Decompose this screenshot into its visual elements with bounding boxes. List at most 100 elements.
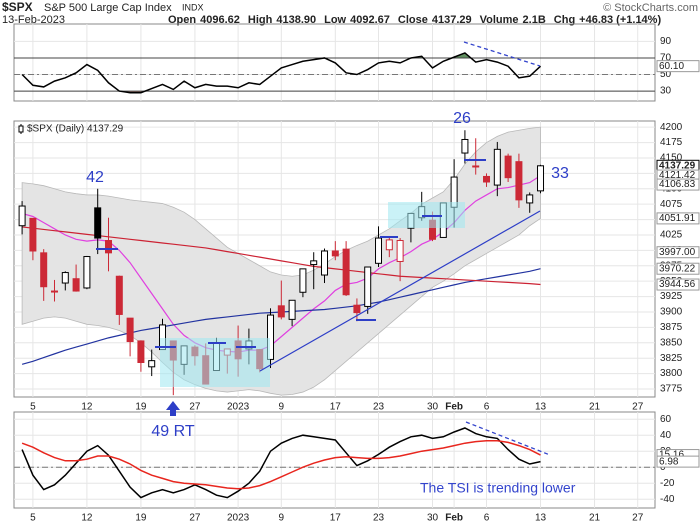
rsi-panel [13, 23, 656, 102]
date: 13-Feb-2023 [2, 14, 65, 26]
x-tick-label: 23 [373, 402, 385, 413]
y-tick-label: 4150 [660, 153, 683, 164]
candle-body [331, 250, 339, 257]
y-tick-label: 4175 [660, 137, 683, 148]
x-tick-label: 27 [632, 513, 644, 524]
arrow [166, 401, 180, 416]
candle-body [342, 248, 350, 296]
trendline [259, 210, 541, 372]
y-tick-label: 4200 [660, 122, 683, 133]
end-label-box [656, 455, 700, 468]
panel-group [14, 24, 655, 101]
annotation: 42 [86, 169, 104, 186]
note: The TSI is trending lower [420, 480, 576, 496]
annotation-shapes [96, 41, 551, 456]
quote-value: 4092.67 [350, 14, 390, 26]
data-line [21, 427, 541, 499]
candle-body [472, 165, 480, 168]
divergence-line [463, 41, 541, 67]
quote-value: 2.1B [523, 14, 546, 26]
candle-body [137, 340, 145, 363]
candle-body [526, 194, 534, 204]
x-tick-label: 9 [279, 402, 285, 413]
x-tick-label: 5 [30, 513, 36, 524]
candle-body [375, 237, 383, 264]
y-tick-label: 4075 [660, 199, 683, 210]
data-line [21, 52, 542, 94]
candle-body [461, 138, 469, 154]
x-tick-label: 23 [373, 513, 385, 524]
end-label: 4121.42 [659, 170, 696, 181]
quote-value: 4138.90 [276, 14, 316, 26]
annotation: 49 RT [151, 423, 195, 440]
x-tick-label: 21 [589, 402, 601, 413]
candle-body [537, 165, 545, 192]
panel-group [14, 412, 655, 508]
y-tick-label: 60 [660, 414, 672, 425]
x-tick-label: 30 [427, 402, 439, 413]
y-tick-label: 3875 [660, 322, 683, 333]
y-tick-label: 3850 [660, 337, 683, 348]
end-label-box [656, 262, 700, 275]
end-label: 4137.29 [659, 160, 696, 171]
candle-body [148, 360, 156, 368]
candle-body [299, 268, 307, 293]
candle-body [493, 148, 501, 186]
price-panel [13, 120, 656, 398]
x-tick-label: 30 [427, 513, 439, 524]
candle-body [61, 272, 69, 284]
x-tick-label: 12 [81, 402, 93, 413]
x-tick-label: 6 [484, 513, 490, 524]
x-tick-label: 13 [535, 513, 547, 524]
end-label: 4106.83 [659, 179, 696, 190]
annotation: 26 [453, 110, 471, 127]
end-label-box [656, 178, 700, 191]
candle-body [321, 250, 329, 276]
exchange: INDX [182, 2, 204, 12]
quote-label: Volume [480, 14, 519, 26]
quote-label: Chg [554, 14, 575, 26]
x-tick-label: 27 [632, 402, 644, 413]
candle-body [310, 260, 318, 266]
end-label: 15.16 [659, 450, 684, 461]
candle-body [115, 275, 123, 315]
candle-body [105, 240, 113, 254]
credit: © StockCharts.com [603, 2, 698, 14]
x-tick-label: 21 [589, 513, 601, 524]
end-label: 6.98 [659, 456, 679, 467]
legend: $SPX (Daily) 4137.29 [27, 124, 124, 135]
quote-value: 4137.29 [432, 14, 472, 26]
y-tick-label: 3800 [660, 368, 683, 379]
x-tick-label: 13 [535, 402, 547, 413]
highlight-box [160, 338, 270, 387]
candle-body [267, 314, 275, 360]
candle-body [126, 317, 134, 343]
annotation: 33 [551, 165, 569, 182]
quote-label: Low [324, 14, 346, 26]
x-tick-label: 12 [81, 513, 93, 524]
x-tick-label: 17 [330, 513, 342, 524]
x-tick-label: Feb [445, 402, 463, 413]
quote-value: +46.83 (+1.14%) [579, 14, 661, 26]
y-tick-label: 3900 [660, 307, 683, 318]
x-tick-label: 19 [135, 402, 147, 413]
candle-body [51, 290, 59, 293]
y-tick-label: 50 [660, 69, 672, 80]
candle-body [385, 239, 393, 251]
candle-body [288, 299, 296, 320]
candle-body [515, 161, 523, 201]
x-tick-label: 17 [330, 402, 342, 413]
y-tick-label: 3825 [660, 353, 683, 364]
quote-label: Open [168, 14, 196, 26]
x-tick-label: 5 [30, 402, 36, 413]
x-tick-label: Feb [445, 513, 463, 524]
quote-label: Close [398, 14, 428, 26]
divergence-line [465, 421, 551, 456]
y-tick-label: -20 [660, 478, 675, 489]
x-tick-label: 27 [189, 402, 201, 413]
end-label: 4051.91 [659, 213, 696, 224]
candle-body [40, 252, 48, 288]
y-tick-label: 30 [660, 86, 672, 97]
y-tick-label: 40 [660, 430, 672, 441]
y-tick-label: 3775 [660, 384, 683, 395]
